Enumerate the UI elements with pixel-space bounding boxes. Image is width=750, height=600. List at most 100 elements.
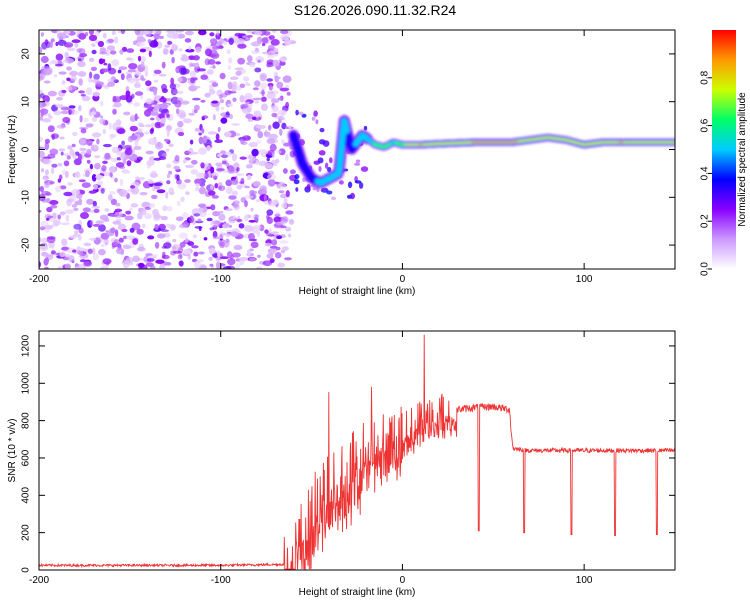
noise-blob bbox=[85, 170, 90, 178]
noise-blob bbox=[264, 229, 269, 234]
noise-blob bbox=[114, 211, 123, 219]
noise-blob bbox=[347, 181, 353, 189]
noise-blob bbox=[58, 266, 62, 269]
noise-blob bbox=[88, 57, 95, 62]
noise-blob bbox=[139, 55, 146, 63]
noise-blob bbox=[140, 77, 146, 81]
noise-blob bbox=[134, 139, 139, 147]
noise-blob bbox=[65, 253, 71, 258]
noise-blob bbox=[270, 39, 280, 46]
noise-blob bbox=[102, 160, 108, 164]
noise-blob bbox=[227, 165, 235, 172]
noise-blob bbox=[221, 170, 231, 173]
noise-blob bbox=[232, 97, 237, 102]
noise-blob bbox=[134, 71, 142, 77]
noise-blob bbox=[125, 86, 130, 92]
noise-blob bbox=[58, 174, 63, 180]
noise-blob bbox=[248, 142, 258, 148]
noise-blob bbox=[145, 80, 152, 87]
noise-blob bbox=[74, 42, 79, 48]
noise-blob bbox=[175, 66, 181, 74]
noise-blob bbox=[271, 231, 279, 234]
y-tick-label: 0 bbox=[21, 567, 32, 573]
noise-blob bbox=[140, 61, 145, 68]
noise-blob bbox=[180, 100, 190, 105]
noise-blob bbox=[266, 216, 273, 225]
noise-blob bbox=[157, 113, 165, 119]
x-tick-label: 100 bbox=[576, 274, 593, 285]
noise-blob bbox=[88, 190, 97, 194]
noise-blob bbox=[98, 249, 106, 256]
noise-blob bbox=[71, 39, 81, 44]
noise-blob bbox=[184, 179, 191, 183]
noise-blob bbox=[107, 38, 114, 43]
noise-blob bbox=[130, 185, 136, 189]
noise-blob bbox=[137, 212, 143, 220]
noise-blob bbox=[44, 266, 49, 269]
noise-blob bbox=[246, 249, 252, 256]
noise-blob bbox=[160, 229, 170, 233]
noise-blob bbox=[289, 169, 296, 175]
colorbar-tick-label: 0.6 bbox=[700, 118, 711, 132]
noise-blob bbox=[94, 39, 99, 44]
noise-blob bbox=[227, 57, 233, 64]
noise-blob bbox=[73, 207, 79, 211]
noise-blob bbox=[237, 43, 247, 49]
noise-blob bbox=[251, 148, 259, 157]
noise-blob bbox=[206, 145, 211, 152]
noise-blob bbox=[166, 163, 172, 169]
noise-blob bbox=[246, 35, 253, 38]
noise-blob bbox=[272, 30, 277, 34]
noise-blob bbox=[195, 186, 200, 192]
noise-blob bbox=[105, 51, 110, 57]
noise-blob bbox=[60, 110, 69, 115]
noise-blob bbox=[293, 179, 300, 185]
noise-blob bbox=[78, 90, 85, 94]
noise-blob bbox=[111, 30, 116, 36]
noise-blob bbox=[77, 71, 87, 77]
y-tick-label: 0 bbox=[21, 146, 32, 152]
noise-blob bbox=[194, 127, 201, 132]
noise-blob bbox=[144, 109, 152, 117]
noise-blob bbox=[191, 245, 199, 249]
noise-blob bbox=[55, 41, 59, 47]
noise-blob bbox=[181, 54, 187, 57]
noise-blob bbox=[315, 119, 319, 125]
noise-blob bbox=[177, 120, 184, 128]
noise-blob bbox=[269, 143, 277, 152]
noise-blob bbox=[137, 262, 145, 268]
noise-blob bbox=[261, 37, 269, 44]
noise-blob bbox=[172, 244, 181, 251]
noise-blob bbox=[210, 43, 216, 47]
noise-blob bbox=[276, 235, 283, 240]
noise-blob bbox=[216, 30, 220, 36]
noise-blob bbox=[281, 202, 288, 209]
noise-blob bbox=[117, 69, 122, 74]
noise-blob bbox=[156, 233, 166, 239]
noise-blob bbox=[109, 50, 117, 55]
noise-blob bbox=[231, 153, 237, 162]
noise-blob bbox=[179, 223, 188, 229]
noise-blob bbox=[83, 260, 92, 267]
noise-blob bbox=[255, 266, 263, 269]
noise-blob bbox=[268, 85, 273, 91]
spectrogram-xlabel: Height of straight line (km) bbox=[299, 286, 416, 297]
noise-blob bbox=[197, 218, 202, 222]
noise-blob bbox=[60, 222, 70, 226]
noise-blob bbox=[325, 162, 329, 169]
noise-blob bbox=[99, 47, 107, 54]
noise-blob bbox=[262, 260, 272, 267]
noise-blob bbox=[99, 214, 109, 221]
noise-blob bbox=[138, 124, 145, 128]
noise-blob bbox=[139, 48, 147, 53]
noise-blob bbox=[39, 101, 46, 108]
noise-blob bbox=[187, 241, 195, 246]
noise-blob bbox=[56, 96, 63, 101]
noise-blob bbox=[188, 112, 195, 116]
noise-blob bbox=[202, 135, 208, 144]
noise-blob bbox=[243, 225, 254, 232]
noise-blob bbox=[112, 95, 117, 103]
noise-blob bbox=[211, 220, 221, 225]
noise-blob bbox=[177, 77, 183, 83]
